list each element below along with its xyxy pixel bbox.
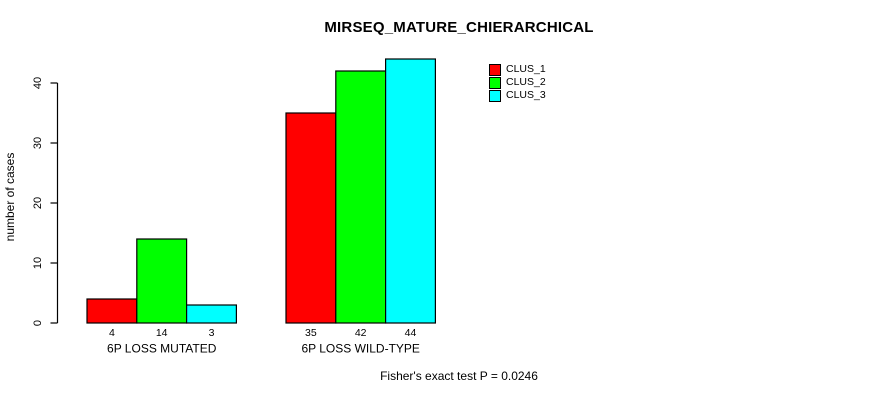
legend-swatch	[489, 63, 501, 76]
chart-title: MIRSEQ_MATURE_CHIERARCHICAL	[324, 19, 594, 36]
y-tick-label: 30	[32, 137, 44, 149]
bar-clus_2-group1	[136, 238, 188, 324]
bar-value-label: 14	[156, 327, 168, 339]
category-label: 6P LOSS WILD-TYPE	[301, 342, 419, 356]
y-tick-label: 10	[32, 257, 44, 269]
legend: CLUS_1 CLUS_2 CLUS_3	[489, 63, 546, 102]
legend-label: CLUS_2	[506, 76, 546, 88]
category-label: 6P LOSS MUTATED	[107, 342, 217, 356]
legend-item: CLUS_3	[489, 89, 546, 102]
bar-clus_1-group2	[285, 112, 337, 324]
legend-swatch	[489, 89, 501, 102]
legend-item: CLUS_1	[489, 63, 546, 76]
legend-label: CLUS_1	[506, 63, 546, 75]
bar-value-label: 35	[305, 327, 317, 339]
y-axis-title: number of cases	[3, 153, 17, 242]
bar-value-label: 42	[355, 327, 367, 339]
legend-swatch	[489, 76, 501, 89]
bar-clus_3-group1	[186, 304, 238, 324]
bar-value-label: 4	[109, 327, 115, 339]
bar-clus_2-group2	[335, 70, 387, 324]
bar-clus_3-group2	[385, 58, 437, 324]
bar-value-label: 3	[209, 327, 215, 339]
legend-item: CLUS_2	[489, 76, 546, 89]
bar-value-label: 44	[405, 327, 417, 339]
y-tick-label: 0	[32, 320, 44, 326]
y-tick-label: 20	[32, 197, 44, 209]
fisher-test-annotation: Fisher's exact test P = 0.0246	[380, 369, 538, 383]
legend-label: CLUS_3	[506, 89, 546, 101]
y-tick-label: 40	[32, 77, 44, 89]
bar-clus_1-group1	[86, 298, 138, 324]
